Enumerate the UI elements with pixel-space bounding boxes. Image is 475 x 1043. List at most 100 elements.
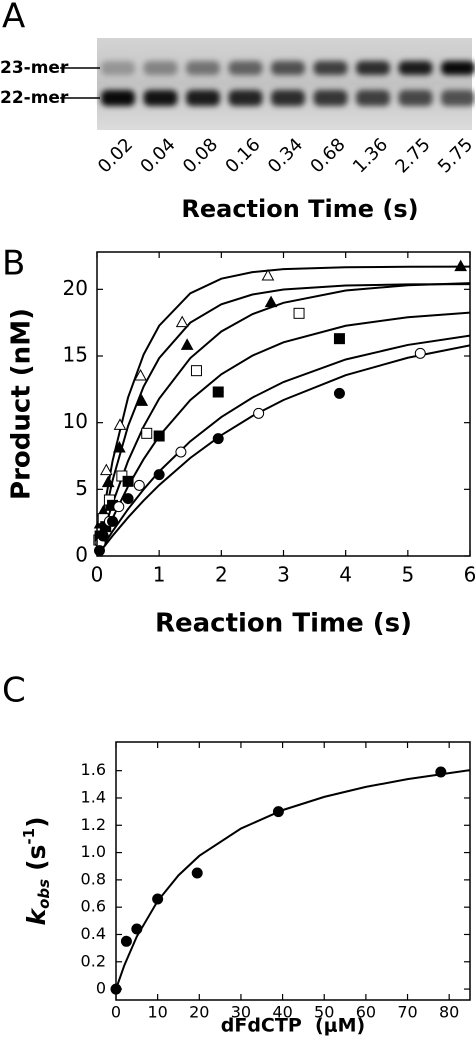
y-tick-label: 0	[96, 979, 106, 998]
data-point	[122, 493, 134, 505]
fit-curve	[116, 769, 470, 990]
gel-band	[356, 61, 390, 75]
gel-band	[271, 90, 305, 106]
x-tick-label: 50	[314, 1003, 334, 1022]
data-point	[175, 446, 187, 458]
plot-frame	[96, 251, 471, 557]
data-point	[191, 867, 203, 879]
lane-label: 0.68	[306, 134, 349, 177]
data-point	[153, 469, 165, 481]
data-point	[293, 307, 305, 319]
fit-curve	[97, 334, 470, 556]
data-point	[253, 407, 265, 419]
plot-frame	[115, 741, 471, 1001]
y-tick-label: 0.6	[81, 897, 106, 916]
data-point	[333, 387, 345, 399]
x-tick-label: 40	[272, 1003, 292, 1022]
y-tick-label: 20	[63, 276, 88, 300]
lane-label: 1.36	[349, 134, 392, 177]
gel-band	[398, 61, 433, 75]
y-tick-label: 0.4	[81, 924, 106, 943]
data-point	[152, 893, 164, 905]
x-tick-label: 0	[111, 1003, 121, 1022]
data-point	[113, 440, 126, 453]
lane-label: 0.04	[136, 134, 179, 177]
gel-band	[101, 90, 135, 106]
data-point	[212, 433, 224, 445]
panel-label: C	[2, 671, 26, 711]
data-point	[414, 347, 426, 359]
y-tick-label: 0	[75, 543, 88, 567]
y-tick-label: 15	[63, 343, 88, 367]
fit-curve	[97, 265, 470, 556]
y-axis-title: Product (nM)	[7, 308, 37, 500]
x-tick-label: 10	[147, 1003, 167, 1022]
x-tick-label: 70	[397, 1003, 417, 1022]
data-point	[93, 545, 105, 557]
y-tick-label: 1.6	[81, 760, 106, 779]
data-point	[454, 259, 468, 272]
y-tick-label: 0.8	[81, 869, 106, 888]
data-point	[113, 418, 127, 430]
panel-label: B	[2, 244, 25, 284]
y-tick-label: 1.4	[81, 787, 106, 806]
y-axis-close: )	[22, 816, 51, 827]
x-tick-label: 6	[464, 563, 475, 587]
panel-label: A	[2, 0, 25, 37]
gel-band	[356, 90, 390, 106]
x-axis-title: dFdCTP (μM)	[221, 1015, 366, 1037]
gel-image	[97, 38, 472, 130]
lane-label: 0.08	[179, 134, 222, 177]
axis-title: Reaction Time (s)	[181, 195, 418, 223]
data-point	[101, 475, 115, 488]
lane-label: 5.75	[434, 134, 475, 177]
y-axis-title: kobs (s-1)	[20, 816, 53, 925]
x-tick-label: 60	[356, 1003, 376, 1022]
gel-band	[186, 90, 220, 106]
x-tick-label: 30	[231, 1003, 251, 1022]
fit-curve	[97, 282, 470, 556]
lane-label: 0.16	[221, 134, 264, 177]
data-point	[175, 315, 189, 328]
band-label: 23-mer	[0, 58, 69, 78]
x-tick-label: 5	[401, 563, 414, 587]
y-tick-label: 0.2	[81, 951, 106, 970]
data-point	[333, 333, 345, 345]
data-point	[135, 394, 149, 406]
data-point	[120, 935, 132, 947]
y-tick-label: 5	[75, 476, 88, 500]
data-point	[134, 368, 147, 381]
lane-label: 0.02	[94, 134, 137, 177]
data-point	[261, 268, 275, 281]
y-axis-superscript: -1	[20, 828, 38, 845]
y-axis-symbol: k	[22, 908, 51, 926]
x-tick-label: 3	[277, 563, 290, 587]
gel-band	[186, 61, 220, 75]
gel-band	[313, 90, 348, 106]
gel-band	[313, 61, 348, 75]
x-axis-title: Reaction Time (s)	[155, 609, 412, 639]
data-point	[99, 463, 113, 476]
y-tick-label: 1.2	[81, 815, 106, 834]
y-axis-subscript: obs	[35, 879, 53, 909]
fit-curve	[97, 311, 470, 556]
x-tick-label: 4	[339, 563, 352, 587]
gel-band	[228, 61, 263, 75]
lane-label: 2.75	[391, 134, 434, 177]
data-point	[180, 338, 194, 350]
data-point	[122, 475, 134, 487]
y-tick-label: 10	[63, 409, 88, 433]
gel-band	[143, 90, 178, 106]
gel-band	[441, 61, 475, 75]
y-tick-label: 1.0	[81, 842, 106, 861]
data-point	[97, 530, 109, 542]
x-tick-label: 2	[215, 563, 228, 587]
gel-band	[271, 61, 305, 75]
fit-curve	[97, 344, 470, 556]
gel-band	[441, 90, 475, 106]
data-point	[133, 479, 145, 491]
x-tick-label: 1	[153, 563, 166, 587]
band-label: 22-mer	[0, 88, 69, 108]
lane-label: 0.34	[264, 134, 307, 177]
